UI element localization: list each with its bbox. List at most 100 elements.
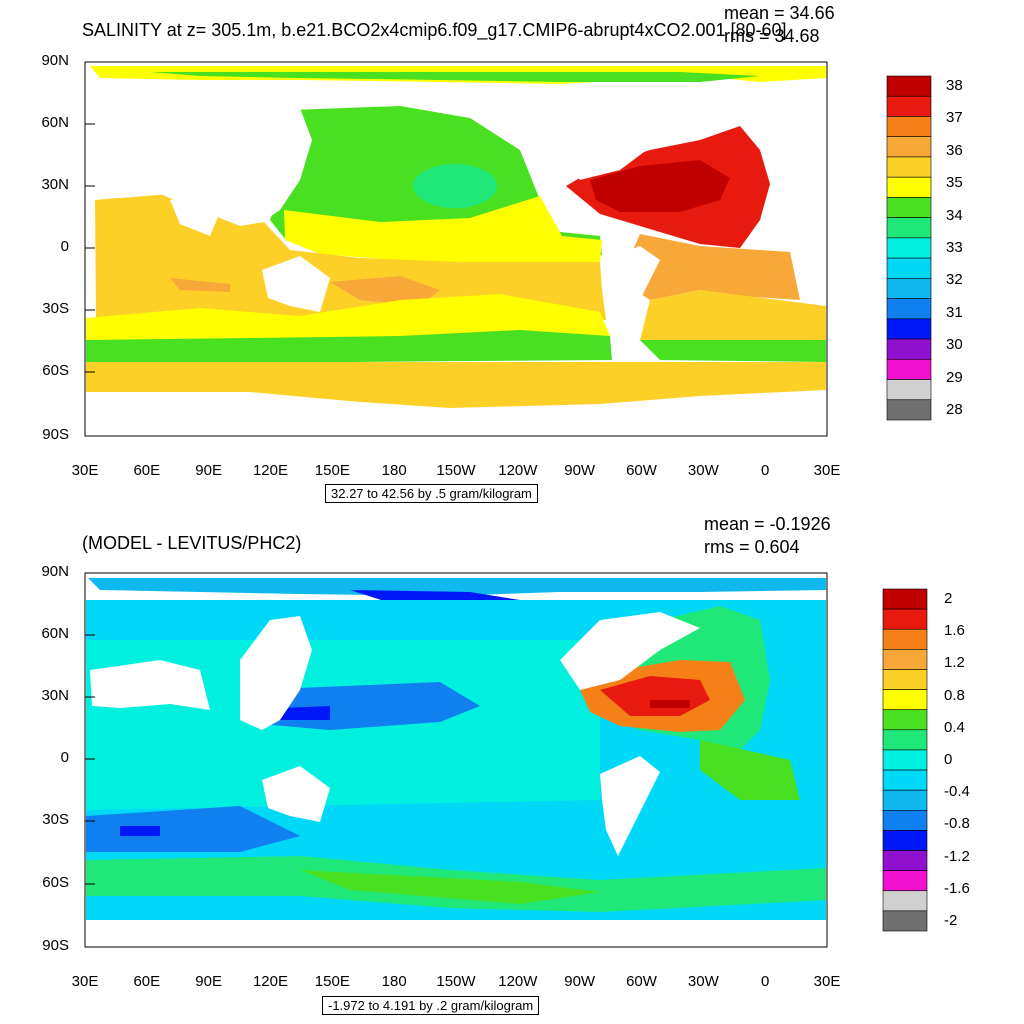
lat-label: 60N [41, 625, 69, 642]
colorbar-swatch [886, 116, 932, 138]
colorbar-swatch [886, 197, 932, 218]
colorbar-label: 37 [946, 109, 963, 127]
lon-label: 30E [71, 462, 99, 479]
colorbar-swatch [882, 608, 928, 630]
lon-label: 90E [195, 462, 222, 479]
lon-label: 60E [133, 462, 161, 479]
colorbar-label: 28 [946, 400, 963, 418]
axis-ticks [85, 61, 95, 948]
colorbar-swatch [886, 176, 932, 198]
colorbar-label: 0.8 [944, 686, 965, 704]
top-colorbar [886, 75, 932, 421]
lon-label: 90W [564, 973, 596, 990]
bottom-difference-map [84, 572, 828, 948]
lon-label: 60W [626, 973, 657, 990]
lon-label: 150E [314, 462, 350, 479]
colorbar-label: -0.8 [944, 815, 970, 833]
colorbar-swatch [886, 399, 932, 421]
lon-label: 120W [498, 462, 538, 479]
lat-label: 30S [42, 811, 69, 828]
lat-label: 0 [60, 749, 69, 766]
lon-label: 30E [71, 973, 99, 990]
lon-label: 30W [687, 462, 719, 479]
colorbar-swatch [882, 769, 928, 791]
colorbar-swatch [886, 217, 932, 239]
colorbar-label: 36 [946, 141, 963, 159]
bottom-rms-label: rms = 0.604 [704, 537, 800, 557]
colorbar-swatch [882, 729, 928, 751]
colorbar-label: 0 [944, 751, 953, 768]
lon-label: 30W [687, 973, 719, 990]
colorbar-label: 31 [946, 303, 963, 321]
colorbar-swatch [882, 809, 928, 831]
lon-label: 30E [813, 973, 841, 990]
lon-label: 120E [252, 973, 289, 990]
bottom-colorbar [882, 588, 928, 932]
bottom-mean-label: mean = -0.1926 [704, 514, 831, 534]
bottom-contour-info: -1.972 to 4.191 by .2 gram/kilogram [322, 996, 540, 1015]
lat-label: 30S [42, 300, 69, 317]
colorbar-swatch [886, 95, 932, 117]
lon-label: 0 [760, 462, 770, 479]
colorbar-swatch [886, 75, 932, 97]
colorbar-label: 32 [946, 271, 963, 289]
lon-label: 150E [314, 973, 350, 990]
colorbar-swatch [882, 689, 928, 711]
colorbar-swatch [886, 338, 932, 360]
colorbar-swatch [886, 136, 932, 158]
colorbar-swatch [882, 588, 928, 610]
colorbar-swatch [886, 318, 932, 340]
colorbar-swatch [882, 890, 928, 912]
colorbar-swatch [886, 358, 932, 380]
colorbar-swatch [882, 628, 928, 650]
colorbar-swatch [882, 709, 928, 731]
lon-label: 120E [252, 462, 289, 479]
colorbar-swatch [882, 789, 928, 811]
colorbar-swatch [882, 669, 928, 690]
colorbar-swatch [886, 156, 932, 178]
lat-label: 60S [42, 874, 69, 891]
colorbar-label: 34 [946, 206, 963, 224]
top-rms-label: rms = 34.68 [724, 26, 820, 46]
colorbar-label: 29 [946, 368, 963, 386]
lon-label: 90E [195, 973, 222, 990]
colorbar-swatch [882, 749, 928, 771]
top-salinity-map [84, 61, 828, 437]
colorbar-swatch [882, 850, 928, 871]
colorbar-label: -0.4 [944, 783, 970, 801]
colorbar-swatch [886, 298, 932, 320]
colorbar-swatch [882, 910, 928, 932]
lon-label: 90W [564, 462, 596, 479]
top-map-title: SALINITY at z= 305.1m, b.e21.BCO2x4cmip6… [82, 20, 787, 40]
lon-label: 180 [381, 973, 407, 990]
lat-label: 0 [60, 238, 69, 255]
lon-label: 150W [436, 462, 476, 479]
colorbar-label: 30 [946, 336, 963, 354]
colorbar-swatch [882, 830, 928, 851]
colorbar-swatch [886, 237, 932, 259]
lat-label: 90S [42, 426, 69, 443]
lat-label: 90N [41, 52, 69, 69]
colorbar-label: 0.4 [944, 718, 965, 736]
lon-label: 0 [760, 973, 770, 990]
lon-label: 120W [498, 973, 538, 990]
colorbar-label: 1.6 [944, 622, 965, 640]
lat-label: 90S [42, 937, 69, 954]
lon-label: 30E [813, 462, 841, 479]
colorbar-label: 1.2 [944, 654, 965, 672]
colorbar-label: 35 [946, 174, 963, 192]
lon-label: 180 [381, 462, 407, 479]
lon-label: 150W [436, 973, 476, 990]
colorbar-label: 38 [946, 77, 963, 95]
bottom-map-title: (MODEL - LEVITUS/PHC2) [82, 533, 302, 553]
top-mean-label: mean = 34.66 [724, 3, 835, 23]
colorbar-label: -1.6 [944, 879, 970, 897]
top-contour-info: 32.27 to 42.56 by .5 gram/kilogram [325, 484, 538, 503]
lon-label: 60E [133, 973, 161, 990]
colorbar-swatch [882, 649, 928, 670]
colorbar-swatch [886, 379, 932, 401]
lon-label: 60W [626, 462, 657, 479]
colorbar-label: -1.2 [944, 847, 970, 865]
lat-label: 30N [41, 176, 69, 193]
